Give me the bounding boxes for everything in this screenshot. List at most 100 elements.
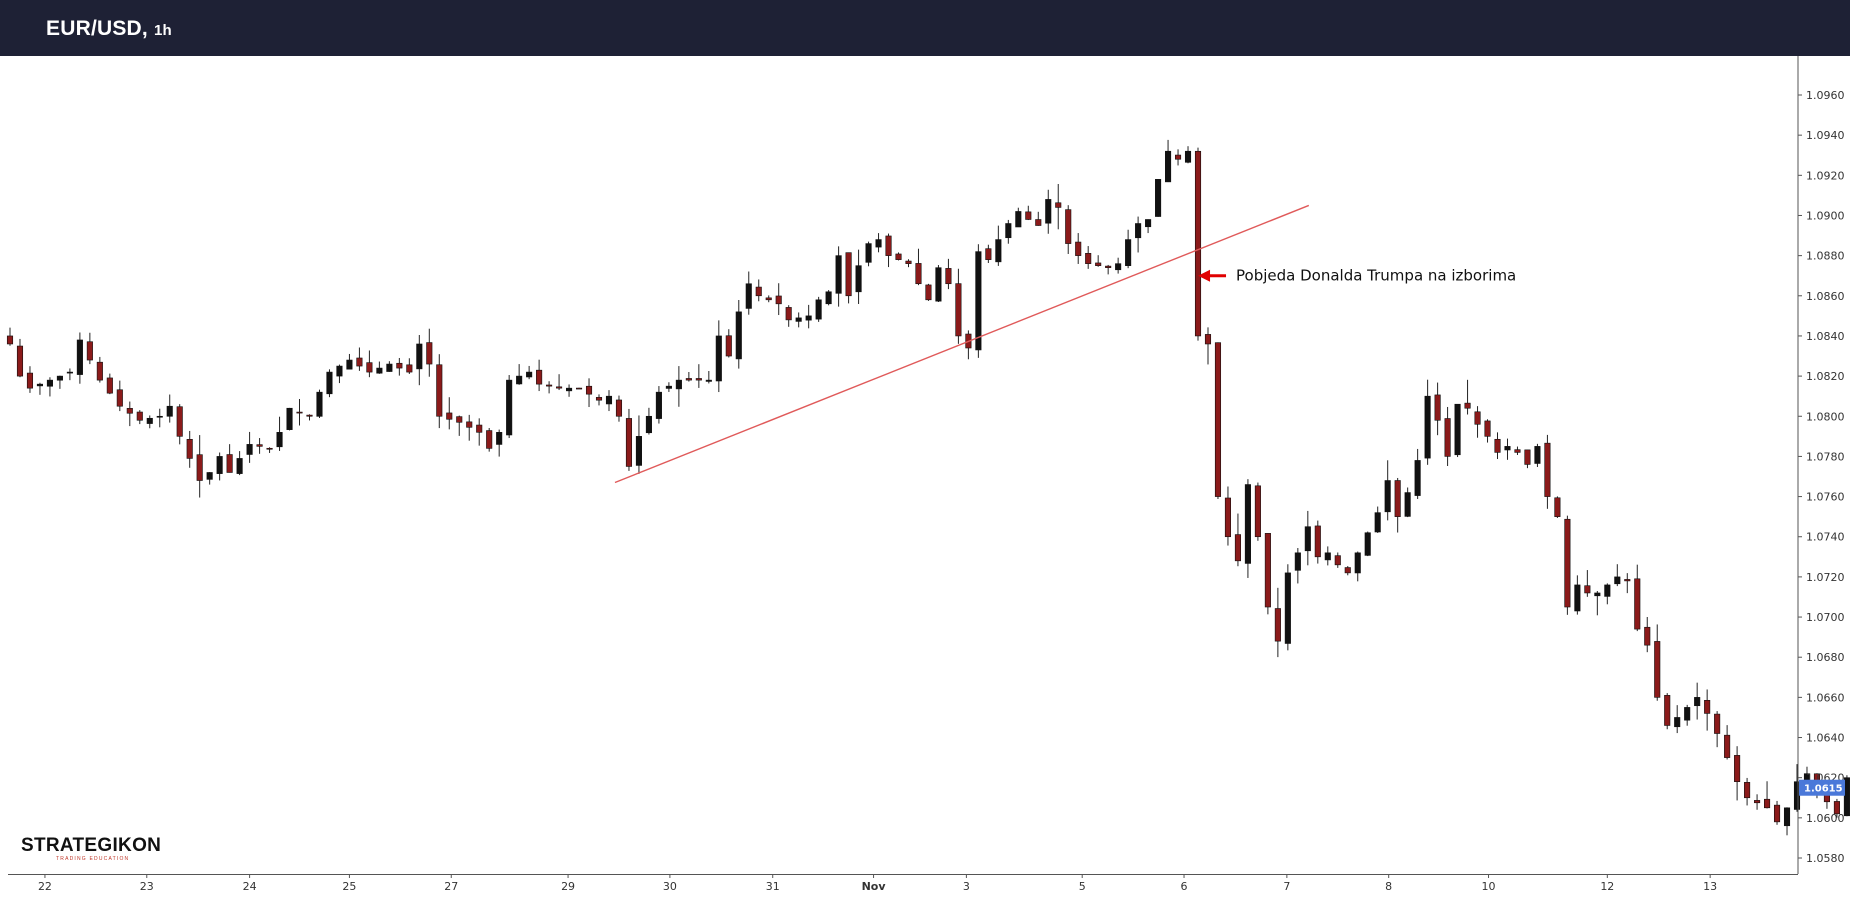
candle [226, 444, 233, 473]
candle-body [1684, 707, 1691, 721]
candle-body [1304, 526, 1311, 552]
candle-body [1504, 446, 1511, 451]
candle-body [406, 364, 413, 373]
candle [885, 233, 892, 268]
candle [36, 382, 43, 395]
price-tick-label: 1.0820 [1806, 370, 1845, 383]
candle [146, 415, 153, 429]
brand-logo: STRATEGIKON TRADING EDUCATION [21, 836, 181, 863]
candle [156, 408, 163, 428]
time-axis[interactable]: 22 23 24 25 27 29 30 31 Nov 3 5 6 7 8 10 12 13 [8, 874, 1798, 893]
candle [1494, 432, 1501, 460]
candle [446, 397, 453, 430]
candle-body [386, 363, 393, 372]
candle [1454, 403, 1461, 458]
candle [1254, 482, 1261, 541]
candle [1115, 257, 1122, 274]
candle-body [46, 379, 53, 387]
candle-body [566, 387, 573, 392]
candle-body [1574, 584, 1581, 612]
candle [1684, 704, 1691, 726]
candle-body [1624, 579, 1631, 582]
price-axis[interactable]: 1.05801.06001.06201.06401.06601.06801.07… [1797, 56, 1845, 874]
candle [1394, 477, 1401, 533]
candle [865, 241, 872, 267]
candle [1764, 781, 1771, 809]
candle [1125, 229, 1132, 269]
candle-body [176, 406, 183, 437]
candle-body [685, 378, 692, 381]
price-chart[interactable]: Pobjeda Donalda Trumpa na izborima 1.058… [0, 56, 1850, 897]
annotation-arrow-icon[interactable] [1198, 269, 1227, 282]
candle-body [1554, 497, 1561, 517]
candle [206, 472, 213, 485]
price-tick-label: 1.0960 [1806, 89, 1845, 102]
candle [436, 354, 443, 429]
candle-body [1294, 552, 1301, 571]
price-tick-label: 1.0880 [1806, 250, 1845, 263]
candle [1085, 246, 1092, 269]
time-tick-label: 29 [561, 880, 575, 893]
candle [1065, 205, 1072, 254]
candle [925, 283, 932, 301]
candle-body [1484, 420, 1491, 437]
candle [1015, 207, 1022, 228]
candle-body [1444, 418, 1451, 457]
candle [486, 427, 493, 452]
candle-body [1744, 782, 1751, 799]
candle [276, 416, 283, 451]
candle-body [1174, 154, 1182, 160]
candle-body [1783, 807, 1791, 827]
candle-body [196, 454, 203, 481]
candle-body [496, 432, 503, 445]
candle-body [186, 438, 193, 459]
interval-label[interactable]: 1h [153, 22, 172, 39]
candle [106, 373, 113, 395]
candle-body [1095, 262, 1102, 266]
candle [665, 382, 672, 392]
candle [715, 320, 722, 393]
symbol-title[interactable]: EUR/USD, 1h [46, 17, 172, 41]
candle-body [835, 255, 842, 294]
time-tick-label: 25 [342, 880, 356, 893]
candle-body [875, 239, 882, 248]
candle-body [156, 415, 163, 418]
candle [1744, 777, 1751, 806]
candle-body [915, 263, 922, 285]
candle [585, 378, 593, 408]
price-tick-label: 1.0640 [1806, 732, 1845, 745]
candle [1424, 379, 1431, 465]
candle-body [1464, 402, 1471, 409]
time-tick-label: 5 [1079, 880, 1086, 893]
candle [895, 252, 902, 261]
candle-body [126, 408, 133, 414]
candle-body [1075, 241, 1082, 256]
candle [1354, 551, 1361, 582]
candle-body [1654, 641, 1661, 698]
candle [935, 265, 942, 302]
candle-body [1184, 150, 1192, 163]
annotation-label[interactable]: Pobjeda Donalda Trumpa na izborima [1236, 267, 1516, 285]
candle-body [1764, 798, 1771, 809]
candle [286, 407, 293, 431]
candle-body [695, 378, 702, 381]
candle [855, 249, 862, 304]
candle [1055, 184, 1062, 230]
candle [86, 332, 93, 365]
price-tick-label: 1.0860 [1806, 290, 1845, 303]
time-tick-label: 7 [1283, 880, 1290, 893]
candle-body [825, 291, 832, 305]
candle [1155, 179, 1162, 217]
candle [346, 353, 353, 370]
candle [975, 244, 982, 358]
trendline[interactable] [614, 204, 1310, 484]
candle-body [705, 379, 712, 382]
candle-body [1055, 202, 1062, 208]
price-tick-label: 1.0740 [1806, 531, 1845, 544]
time-tick-label: 22 [38, 880, 52, 893]
candle [16, 338, 24, 378]
candle [625, 408, 633, 471]
candle [136, 410, 143, 425]
time-tick-label: 31 [766, 880, 780, 893]
